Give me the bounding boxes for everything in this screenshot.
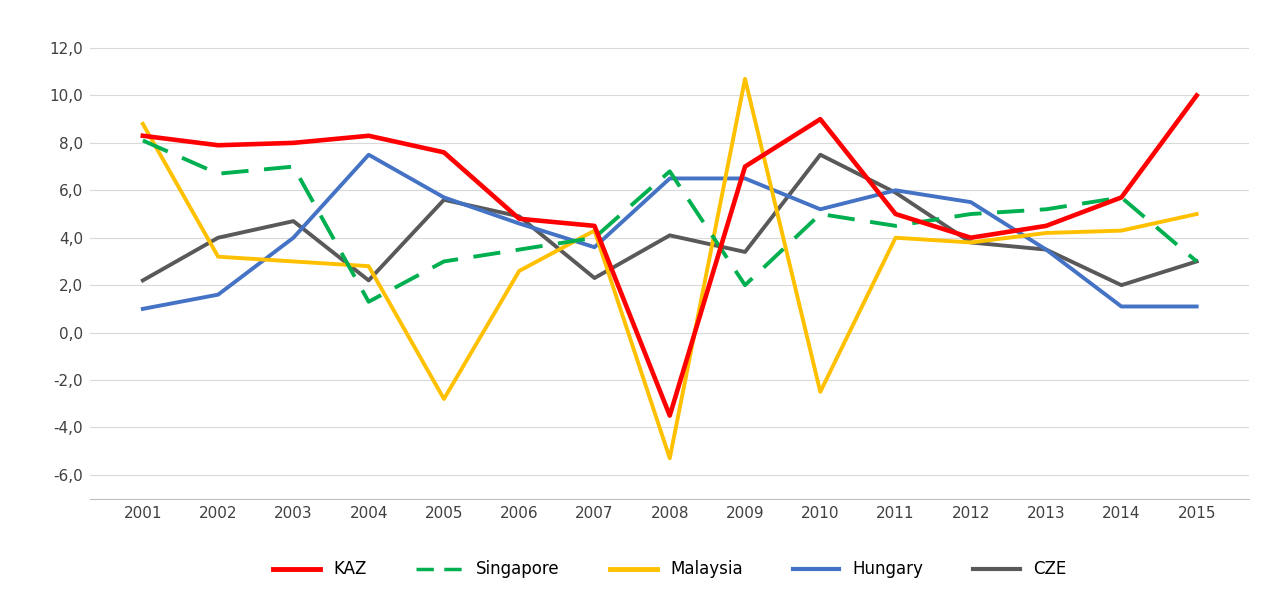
Legend: KAZ, Singapore, Malaysia, Hungary, CZE: KAZ, Singapore, Malaysia, Hungary, CZE (267, 554, 1073, 585)
